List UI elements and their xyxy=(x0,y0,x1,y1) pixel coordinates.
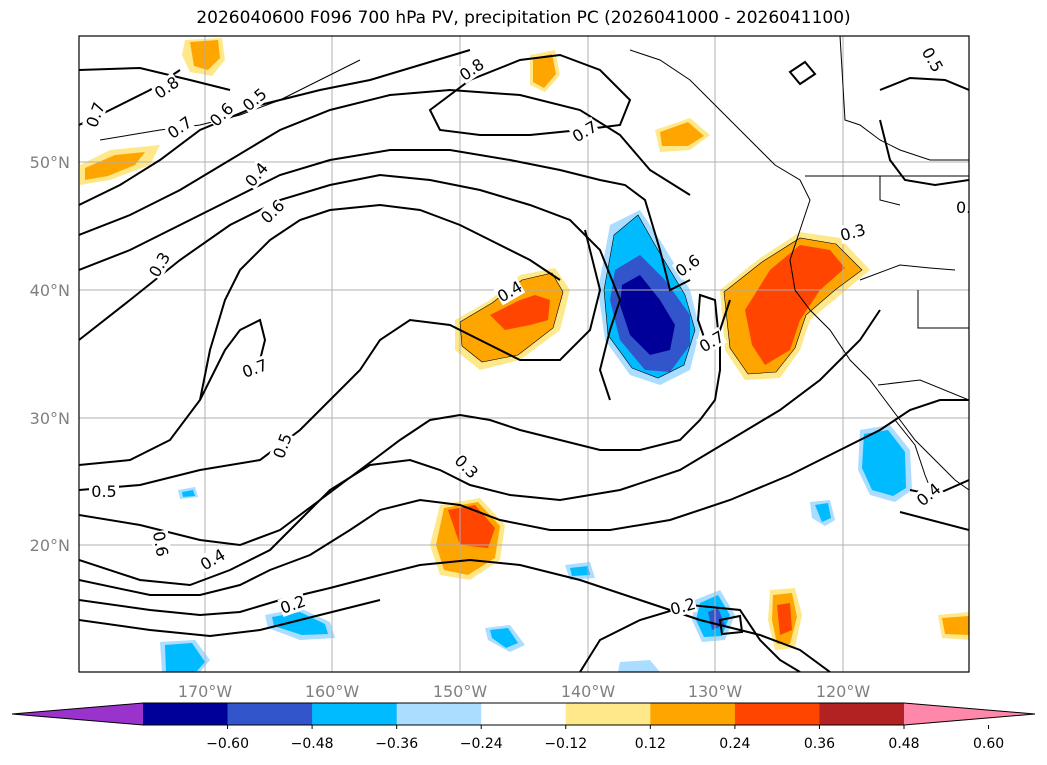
colorbar-bin xyxy=(565,703,651,725)
colorbar-extend-low xyxy=(12,703,143,725)
contour-label: 0.6 xyxy=(149,530,172,558)
lon-label: 120°W xyxy=(816,682,871,701)
lon-label: 130°W xyxy=(688,682,743,701)
contour-label: 0.5 xyxy=(91,482,116,501)
colorbar-bin xyxy=(396,703,482,725)
lon-labels: 170°W 160°W 150°W 140°W 130°W 120°W xyxy=(178,682,871,701)
colorbar-tick-label: −0.24 xyxy=(460,736,503,752)
colorbar: −0.60 −0.48 −0.36 −0.24 −0.12 0.12 0.24 0.36 0.4… xyxy=(11,702,1036,752)
lat-label: 40°N xyxy=(30,281,70,300)
colorbar-bin xyxy=(312,703,398,725)
colorbar-bin xyxy=(650,703,736,725)
colorbar-bin xyxy=(734,703,820,725)
colorbar-bin xyxy=(481,703,567,725)
colorbar-bin xyxy=(143,703,229,725)
colorbar-tick-label: 0.48 xyxy=(888,736,919,752)
map-frame xyxy=(78,35,970,673)
contour-label: 0.7 xyxy=(956,198,981,217)
map-title: 2026040600 F096 700 hPa PV, precipitatio… xyxy=(196,8,851,28)
lat-labels: 50°N 40°N 30°N 20°N xyxy=(30,153,70,555)
colorbar-tick-label: −0.36 xyxy=(375,736,418,752)
lon-label: 170°W xyxy=(178,682,233,701)
colorbar-tick-label: 0.24 xyxy=(719,736,750,752)
pv-contours xyxy=(79,49,969,672)
colorbar-bin xyxy=(819,703,905,725)
lat-label: 20°N xyxy=(30,536,70,555)
coastlines xyxy=(99,36,969,501)
colorbar-bin xyxy=(227,703,313,725)
lon-label: 150°W xyxy=(433,682,488,701)
lat-label: 50°N xyxy=(30,153,70,172)
colorbar-extend-high xyxy=(904,703,1035,725)
lon-label: 140°W xyxy=(561,682,616,701)
lon-label: 160°W xyxy=(305,682,360,701)
precip-shading xyxy=(80,38,969,672)
colorbar-tick-label: −0.48 xyxy=(291,736,334,752)
colorbar-tick-label: 0.60 xyxy=(973,736,1004,752)
colorbar-tick-label: 0.12 xyxy=(635,736,666,752)
colorbar-outline xyxy=(11,702,1036,726)
lat-label: 30°N xyxy=(30,409,70,428)
colorbar-tick-label: 0.36 xyxy=(804,736,835,752)
colorbar-tick-label: −0.60 xyxy=(206,736,249,752)
colorbar-tick-label: −0.12 xyxy=(544,736,587,752)
